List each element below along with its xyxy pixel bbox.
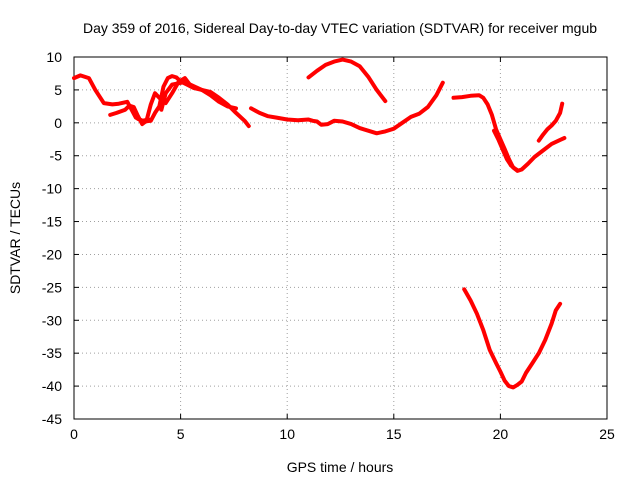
chart-title: Day 359 of 2016, Sidereal Day-to-day VTE…	[83, 20, 597, 36]
y-tick-label: -40	[42, 378, 62, 394]
y-tick-label: -10	[42, 181, 62, 197]
trace-line	[159, 80, 238, 112]
trace-line	[462, 287, 563, 390]
x-axis-label: GPS time / hours	[287, 459, 394, 475]
trace-line	[306, 57, 388, 104]
trace-line	[249, 80, 445, 136]
trace-line	[492, 128, 520, 173]
y-axis-label: SDTVAR / TECUs	[7, 182, 23, 294]
x-tick-label: 10	[279, 426, 295, 442]
y-tick-label: -5	[50, 148, 63, 164]
axis-ticks: 0 5 10 15 20 25 10 5 0 -5 -10 -15 -20 -25 -30 -35 -40 -45	[42, 49, 615, 442]
x-tick-label: 5	[177, 426, 185, 442]
y-tick-label: 10	[46, 49, 62, 65]
y-tick-label: -30	[42, 312, 62, 328]
plot-frame	[73, 56, 608, 420]
y-tick-label: 0	[54, 115, 62, 131]
trace-line	[536, 101, 565, 143]
y-tick-label: 5	[54, 82, 62, 98]
grid-lines	[74, 57, 607, 419]
y-tick-label: -15	[42, 214, 62, 230]
trace-line	[108, 76, 194, 127]
x-tick-label: 20	[493, 426, 509, 442]
trace-line	[136, 74, 251, 129]
y-tick-label: -25	[42, 279, 62, 295]
x-tick-label: 0	[70, 426, 78, 442]
x-tick-label: 15	[386, 426, 402, 442]
x-tick-label: 25	[599, 426, 615, 442]
y-tick-label: -35	[42, 345, 62, 361]
y-tick-label: -20	[42, 246, 62, 262]
y-tick-label: -45	[42, 411, 62, 427]
data-traces	[72, 57, 567, 390]
